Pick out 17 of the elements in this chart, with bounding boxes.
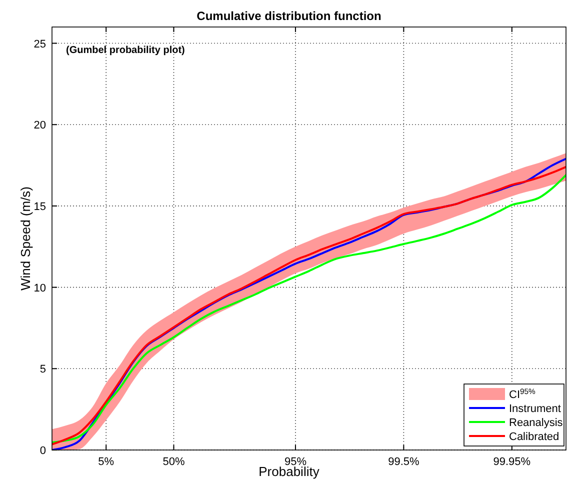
- legend-label: Calibrated: [509, 431, 560, 443]
- y-tick-label: 15: [34, 200, 46, 213]
- y-tick-label: 25: [34, 38, 46, 50]
- y-tick-label: 5: [40, 364, 46, 376]
- y-tick-label: 20: [34, 120, 46, 132]
- y-tick-label: 10: [34, 282, 46, 294]
- x-tick-label: 99.95%: [493, 456, 531, 468]
- legend-label: CI$^{95%}$: [509, 386, 536, 401]
- y-tick-label: 0: [40, 445, 46, 457]
- legend-label: Instrument: [509, 403, 561, 415]
- x-tick-label: 50%: [162, 456, 185, 468]
- y-axis-title: Wind Speed (m/s): [18, 186, 33, 291]
- x-tick-label: 5%: [98, 456, 114, 468]
- legend-label: Reanalysis: [509, 417, 564, 429]
- x-tick-label: 99.5%: [388, 456, 420, 468]
- chart-title: Cumulative distribution function: [196, 9, 382, 23]
- annotation: (Gumbel probability plot): [66, 45, 185, 56]
